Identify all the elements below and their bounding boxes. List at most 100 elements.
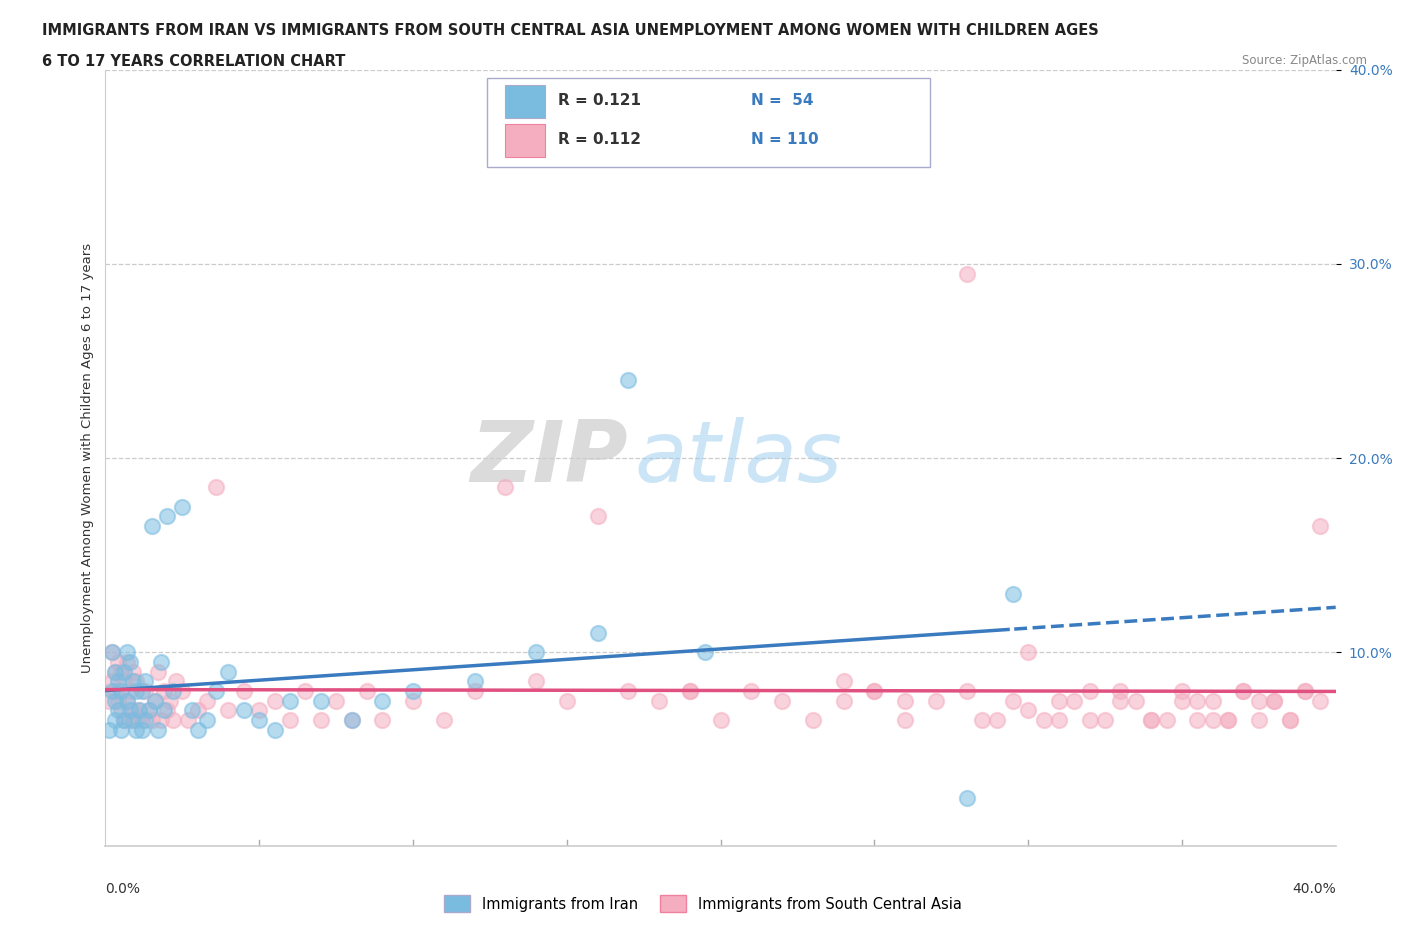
Point	[1140, 712, 1163, 727]
Point	[1063, 693, 1085, 708]
Point	[371, 693, 394, 708]
Point	[125, 712, 148, 727]
Point	[110, 723, 132, 737]
Point	[195, 693, 218, 708]
Point	[1201, 712, 1223, 727]
Point	[1278, 712, 1301, 727]
Point	[149, 655, 172, 670]
Point	[112, 664, 135, 679]
Point	[120, 655, 141, 670]
Point	[371, 712, 394, 727]
Point	[128, 703, 150, 718]
Point	[679, 684, 702, 698]
Point	[325, 693, 347, 708]
Point	[146, 664, 169, 679]
Point	[187, 723, 209, 737]
Text: N = 110: N = 110	[751, 132, 818, 147]
Point	[177, 712, 200, 727]
Point	[263, 723, 285, 737]
Point	[153, 703, 176, 718]
Point	[120, 703, 141, 718]
Point	[180, 703, 202, 718]
Point	[138, 703, 160, 718]
Point	[156, 703, 179, 718]
Point	[104, 664, 127, 679]
Point	[1294, 684, 1316, 698]
Point	[232, 703, 254, 718]
Text: Source: ZipAtlas.com: Source: ZipAtlas.com	[1241, 54, 1367, 67]
FancyBboxPatch shape	[486, 77, 929, 166]
Point	[100, 674, 122, 689]
Point	[1201, 693, 1223, 708]
Point	[247, 712, 270, 727]
Point	[1140, 712, 1163, 727]
Point	[1232, 684, 1254, 698]
Point	[1171, 684, 1194, 698]
Point	[617, 373, 640, 388]
Point	[232, 684, 254, 698]
Point	[1232, 684, 1254, 698]
Point	[464, 674, 486, 689]
Point	[617, 684, 640, 698]
Point	[1216, 712, 1239, 727]
Point	[218, 664, 240, 679]
Point	[97, 723, 120, 737]
Point	[986, 712, 1008, 727]
Point	[165, 674, 187, 689]
Point	[1309, 693, 1331, 708]
Point	[1001, 693, 1024, 708]
Point	[107, 674, 129, 689]
Point	[115, 655, 138, 670]
Point	[115, 693, 138, 708]
Point	[156, 509, 179, 524]
Text: IMMIGRANTS FROM IRAN VS IMMIGRANTS FROM SOUTH CENTRAL ASIA UNEMPLOYMENT AMONG WO: IMMIGRANTS FROM IRAN VS IMMIGRANTS FROM …	[42, 23, 1099, 38]
Text: 0.0%: 0.0%	[105, 882, 141, 896]
Point	[1187, 712, 1209, 727]
Point	[107, 693, 129, 708]
Point	[112, 712, 135, 727]
Point	[100, 644, 122, 659]
Point	[464, 684, 486, 698]
Point	[1216, 712, 1239, 727]
Point	[586, 509, 609, 524]
Point	[309, 693, 332, 708]
Point	[104, 664, 127, 679]
Point	[1047, 693, 1070, 708]
Point	[128, 703, 150, 718]
Point	[143, 693, 166, 708]
Point	[205, 684, 228, 698]
Point	[1263, 693, 1285, 708]
Point	[195, 712, 218, 727]
Point	[125, 684, 148, 698]
Point	[832, 674, 855, 689]
Point	[120, 712, 141, 727]
Point	[112, 674, 135, 689]
Point	[586, 625, 609, 640]
Point	[100, 644, 122, 659]
Point	[159, 693, 181, 708]
Point	[153, 684, 176, 698]
Point	[863, 684, 886, 698]
Point	[1171, 693, 1194, 708]
Point	[107, 703, 129, 718]
Bar	[505, 124, 544, 157]
Point	[1247, 712, 1270, 727]
Point	[218, 703, 240, 718]
Point	[524, 674, 547, 689]
Point	[1309, 519, 1331, 534]
Point	[309, 712, 332, 727]
Point	[172, 499, 194, 514]
Point	[925, 693, 948, 708]
Point	[143, 693, 166, 708]
Point	[1047, 712, 1070, 727]
Point	[112, 712, 135, 727]
Point	[162, 712, 184, 727]
Point	[1247, 693, 1270, 708]
Point	[131, 723, 153, 737]
Point	[110, 684, 132, 698]
Text: 40.0%: 40.0%	[1292, 882, 1336, 896]
Point	[104, 693, 127, 708]
Point	[120, 684, 141, 698]
Point	[648, 693, 671, 708]
Point	[110, 664, 132, 679]
